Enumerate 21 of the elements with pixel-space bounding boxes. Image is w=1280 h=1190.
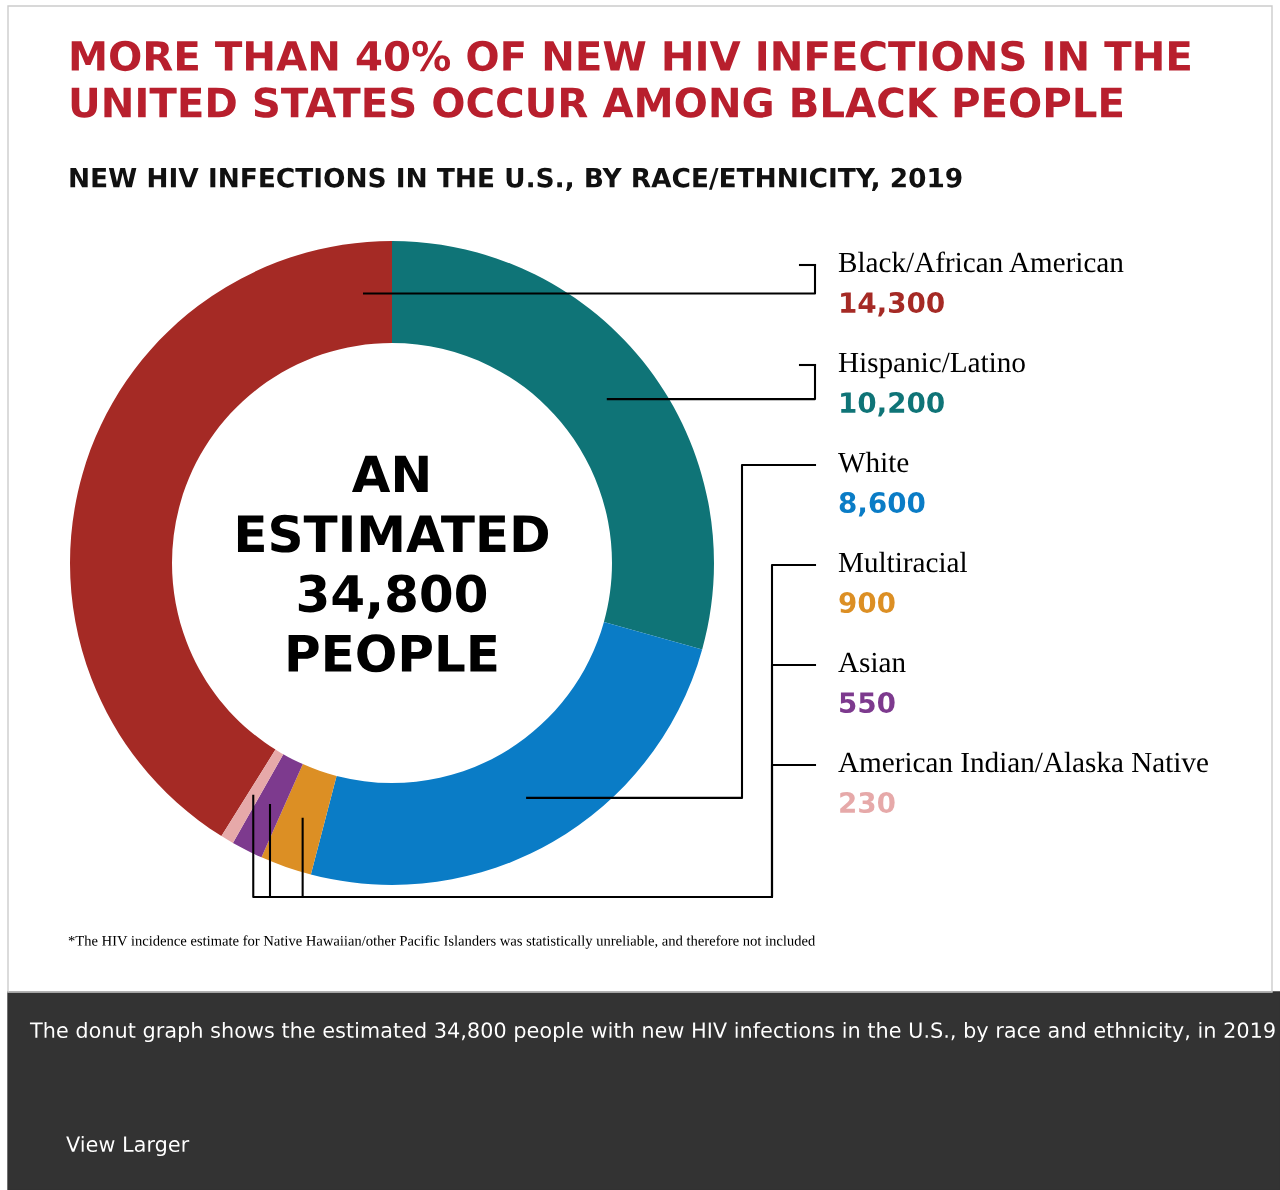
slice-label: American Indian/Alaska Native xyxy=(838,751,1208,773)
slice-label: White xyxy=(838,451,909,473)
data-label: 550 xyxy=(840,692,895,714)
slice-label: Multiracial xyxy=(838,551,967,573)
data-label: 14,300 xyxy=(841,292,944,317)
data-label: 230 xyxy=(840,792,895,814)
text: *The HIV incidence estimate for Native Hawaiian/other Pacific Islanders was statistically unreliable, and therefore not included xyxy=(68,935,816,949)
donut-slice xyxy=(221,749,284,843)
text: The donut graph shows the estimated 34,800 people with new HIV infections in the U.S., by race and ethnicity, in 2019 xyxy=(29,1021,1275,1043)
donut-slice xyxy=(261,764,337,875)
text: View Larger xyxy=(66,1135,190,1157)
chart-title: MORE THAN 40% OF NEW HIV INFECTIONS IN THE UNITED STATES OCCUR AMONG BLACK PEOPLE xyxy=(71,40,1190,118)
data-label: 8,600 xyxy=(839,492,925,517)
slice-label: Hispanic/Latino xyxy=(838,352,1025,379)
data-label: 10,200 xyxy=(841,392,944,417)
data-label: 900 xyxy=(839,592,895,614)
slice-label: Asian xyxy=(838,652,906,673)
donut-slice xyxy=(232,754,303,858)
slice-label: Black/African American xyxy=(838,251,1124,273)
text: AN ESTIMATED 34,800 PEOPLE xyxy=(237,455,548,673)
chart-subtitle: NEW HIV INFECTIONS IN THE U.S., BY RACE/ETHNICITY, 2019 xyxy=(70,167,962,192)
